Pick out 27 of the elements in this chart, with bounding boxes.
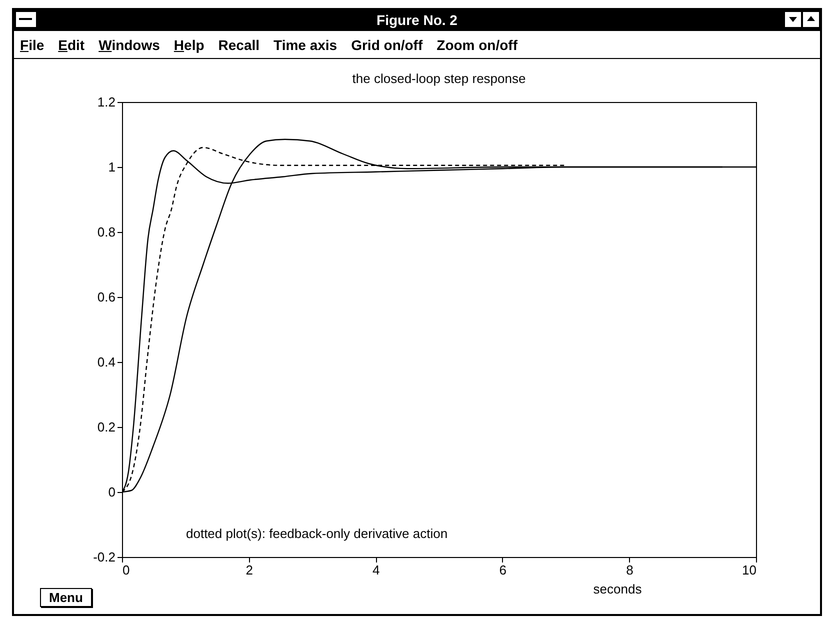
x-tick-label: 8: [626, 562, 634, 578]
text: Help: [174, 37, 204, 53]
y-tick-label: 0.6: [97, 290, 116, 304]
text: Time axis: [274, 37, 338, 53]
text: Grid on/off: [351, 37, 423, 53]
y-tick-label: 0.4: [97, 354, 116, 370]
chart-title: the closed-loop step response: [352, 71, 526, 86]
y-tick-label: 0.2: [97, 420, 116, 434]
text: Zoom on/off: [436, 37, 518, 53]
text: Edit: [58, 37, 85, 53]
y-tick-label: -0.2: [93, 550, 116, 564]
text: Recall: [218, 37, 260, 53]
annotation: dotted plot(s): feedback-only derivative action: [186, 526, 448, 541]
text: File: [20, 37, 44, 53]
text: Figure No. 2: [14, 10, 820, 31]
text: Menu: [40, 588, 92, 607]
x-tick-label: 10: [742, 562, 756, 578]
text: Windows: [98, 37, 160, 53]
y-tick-label: 0: [108, 484, 116, 500]
x-tick-label: 4: [372, 562, 380, 578]
y-tick-label: 1: [108, 160, 116, 174]
x-tick-label: 6: [499, 562, 507, 578]
x-tick-label: 0: [122, 562, 130, 578]
y-tick-label: 1.2: [97, 94, 116, 110]
x-axis-title: seconds: [593, 582, 642, 596]
y-tick-label: 0.8: [97, 224, 116, 240]
x-tick-label: 2: [246, 562, 253, 578]
